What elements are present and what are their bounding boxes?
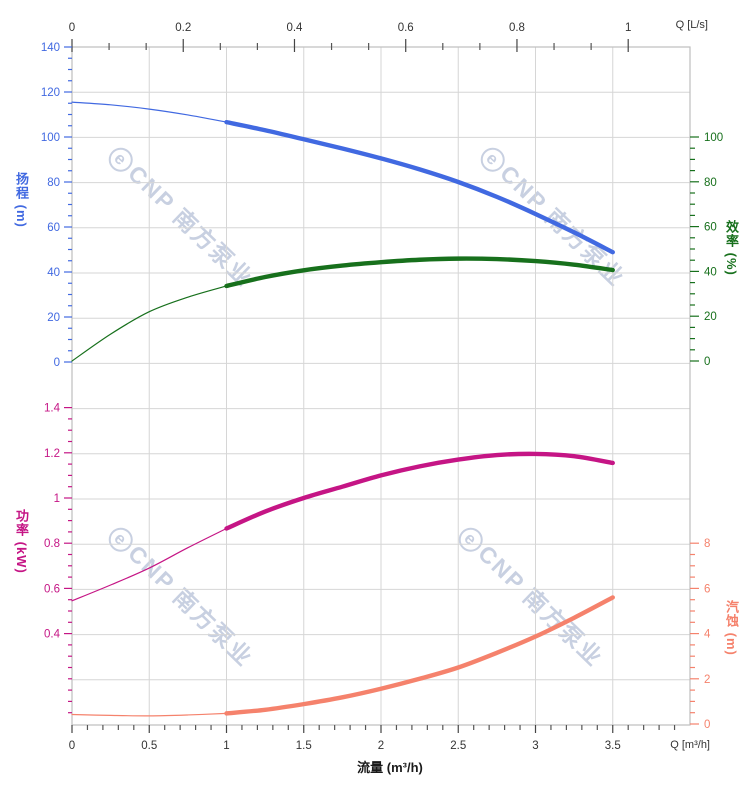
tick-label: 0.6 (44, 583, 60, 595)
tick-label: 40 (704, 266, 717, 278)
tick-label: 80 (704, 177, 717, 189)
tick-label: 4 (704, 629, 711, 641)
efficiency-curve (71, 256, 615, 362)
tick-label: 20 (704, 311, 717, 323)
tick-label: 1.4 (44, 403, 61, 415)
tick-label: 1 (223, 740, 229, 752)
npsh-axis-title: 汽蚀 (m) (724, 600, 739, 656)
tick-label: 100 (704, 132, 723, 144)
tick-label: 0 (704, 719, 710, 731)
tick-label: 0.6 (398, 22, 414, 34)
tick-label: 100 (41, 132, 60, 144)
head-curve-rated (224, 119, 615, 255)
head-curve-thin (71, 101, 228, 123)
left-axis-ticks: 1.4 1.2 1 0.8 0.6 0.4 (44, 403, 72, 714)
power-curve (71, 451, 615, 602)
right-axis-ticks: 100 80 60 40 20 0 (690, 132, 723, 368)
power-curve-rated (224, 451, 615, 531)
top-axis-ticks: 0 0.2 0.4 0.6 0.8 1 (69, 22, 631, 52)
tick-label: 8 (704, 538, 710, 550)
tick-label: 80 (47, 177, 60, 189)
tick-label: 0 (69, 740, 75, 752)
left-axis-ticks: 140 120 100 80 60 40 20 0 (41, 42, 72, 369)
tick-label: 2.5 (450, 740, 466, 752)
tick-label: 60 (704, 222, 717, 234)
efficiency-curve-rated (224, 256, 615, 289)
tick-label: 1.5 (296, 740, 312, 752)
tick-label: 2 (378, 740, 384, 752)
efficiency-curve-thin (71, 285, 228, 362)
tick-label: 3 (532, 740, 538, 752)
tick-label: 40 (47, 267, 60, 279)
tick-label: 0 (704, 356, 710, 368)
right-axis-ticks: 8 6 4 2 0 (690, 538, 711, 731)
power-axis-title: 功率 (kW) (14, 509, 29, 574)
tick-label: 1.2 (44, 448, 60, 460)
npsh-curve-rated (224, 595, 615, 716)
npsh-curve (71, 595, 615, 717)
flow-axis-title: 流量 (m³/h) (357, 760, 423, 775)
bottom-axis-unit: Q [m³/h] (670, 739, 710, 751)
tick-label: 0.8 (509, 22, 525, 34)
tick-label: 1 (54, 493, 60, 505)
tick-label: 0.2 (175, 22, 191, 34)
tick-label: 20 (47, 312, 60, 324)
head-axis-title: 扬程 (m) (14, 172, 29, 228)
top-axis-unit: Q [L/s] (675, 19, 708, 31)
tick-label: 0 (54, 357, 60, 369)
tick-label: 1 (625, 22, 631, 34)
grid-lines (71, 46, 691, 726)
tick-label: 0 (69, 22, 75, 34)
tick-label: 120 (41, 87, 60, 99)
head-curve (71, 101, 615, 255)
efficiency-axis-title: 效率 (%) (724, 220, 739, 276)
tick-label: 0.4 (44, 629, 61, 641)
npsh-curve-thin (71, 712, 228, 717)
tick-label: 0.5 (141, 740, 157, 752)
tick-label: 0.4 (286, 22, 303, 34)
bottom-axis-ticks: 0 0.5 1 1.5 2 2.5 3 3.5 (69, 725, 676, 752)
tick-label: 2 (704, 674, 710, 686)
tick-label: 0.8 (44, 538, 60, 550)
power-curve-thin (71, 527, 228, 602)
tick-label: 60 (47, 222, 60, 234)
tick-label: 140 (41, 42, 60, 54)
tick-label: 6 (704, 583, 710, 595)
tick-label: 3.5 (605, 740, 621, 752)
